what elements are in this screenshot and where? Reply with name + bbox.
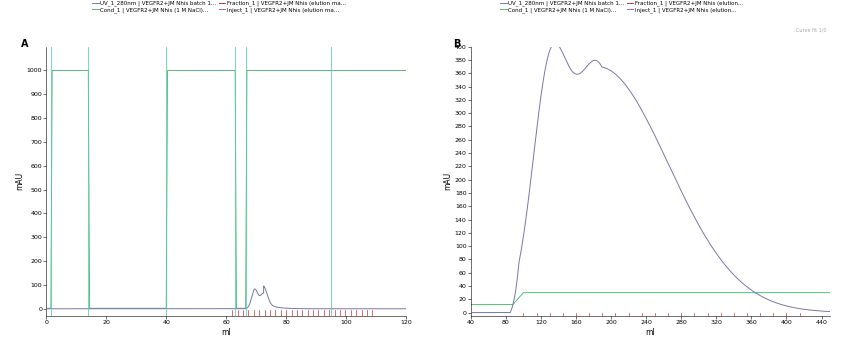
Legend: UV_1_280nm | VEGFR2+JM Nhis batch 1..., Cond_1 | VEGFR2+JM Nhis (1 M NaCl)..., F: UV_1_280nm | VEGFR2+JM Nhis batch 1..., … [89, 0, 348, 15]
Legend: UV_1_280nm | VEGFR2+JM Nhis batch 1..., Cond_1 | VEGFR2+JM Nhis (1 M NaCl)..., F: UV_1_280nm | VEGFR2+JM Nhis batch 1..., … [498, 0, 745, 15]
Text: B: B [453, 39, 460, 48]
X-axis label: ml: ml [646, 328, 655, 337]
X-axis label: ml: ml [222, 328, 231, 337]
Text: A: A [21, 39, 29, 48]
Text: Curve fit 1/0: Curve fit 1/0 [797, 28, 827, 33]
Y-axis label: mAU: mAU [443, 172, 452, 190]
Y-axis label: mAU: mAU [15, 172, 24, 190]
